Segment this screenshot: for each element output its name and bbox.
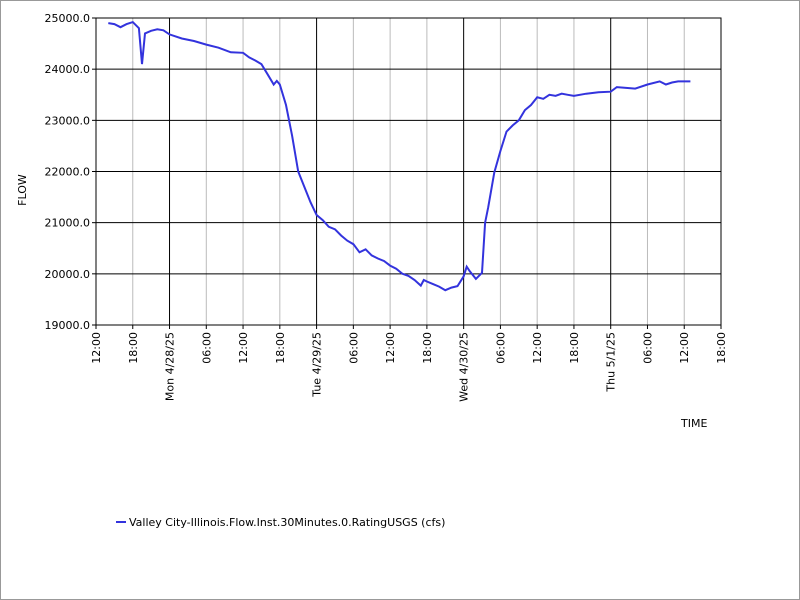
x-tick-label: 12:00 xyxy=(237,332,250,364)
x-tick-label: 12:00 xyxy=(531,332,544,364)
x-tick-label: 18:00 xyxy=(421,332,434,364)
x-tick-label: 06:00 xyxy=(347,332,360,364)
plot-border xyxy=(95,17,722,326)
y-tick-label: 25000.0 xyxy=(45,12,91,25)
x-tick-label: Thu 5/1/25 xyxy=(605,332,618,393)
x-tick-label: Wed 4/30/25 xyxy=(458,332,471,402)
y-tick-label: 24000.0 xyxy=(45,63,91,76)
x-tick-label: 18:00 xyxy=(274,332,287,364)
x-tick-label: 12:00 xyxy=(90,332,103,364)
y-tick-label: 21000.0 xyxy=(45,217,91,230)
y-axis-title: FLOW xyxy=(16,174,29,206)
x-tick-label: Mon 4/28/25 xyxy=(164,332,177,401)
legend-label: Valley City-Illinois.Flow.Inst.30Minutes… xyxy=(129,516,445,529)
y-tick-label: 23000.0 xyxy=(45,114,91,127)
x-tick-label: Tue 4/29/25 xyxy=(311,332,324,398)
x-tick-label: 12:00 xyxy=(384,332,397,364)
x-tick-label: 06:00 xyxy=(641,332,654,364)
x-axis-title: TIME xyxy=(680,417,707,430)
data-line xyxy=(108,20,691,292)
y-tick-label: 19000.0 xyxy=(45,319,91,332)
x-tick-label: 18:00 xyxy=(127,332,140,364)
y-tick-label: 22000.0 xyxy=(45,166,91,179)
x-tick-label: 06:00 xyxy=(200,332,213,364)
x-tick-label: 06:00 xyxy=(494,332,507,364)
x-tick-label: 18:00 xyxy=(568,332,581,364)
x-tick-label: 18:00 xyxy=(715,332,728,364)
x-tick-label: 12:00 xyxy=(678,332,691,364)
y-tick-label: 20000.0 xyxy=(45,268,91,281)
